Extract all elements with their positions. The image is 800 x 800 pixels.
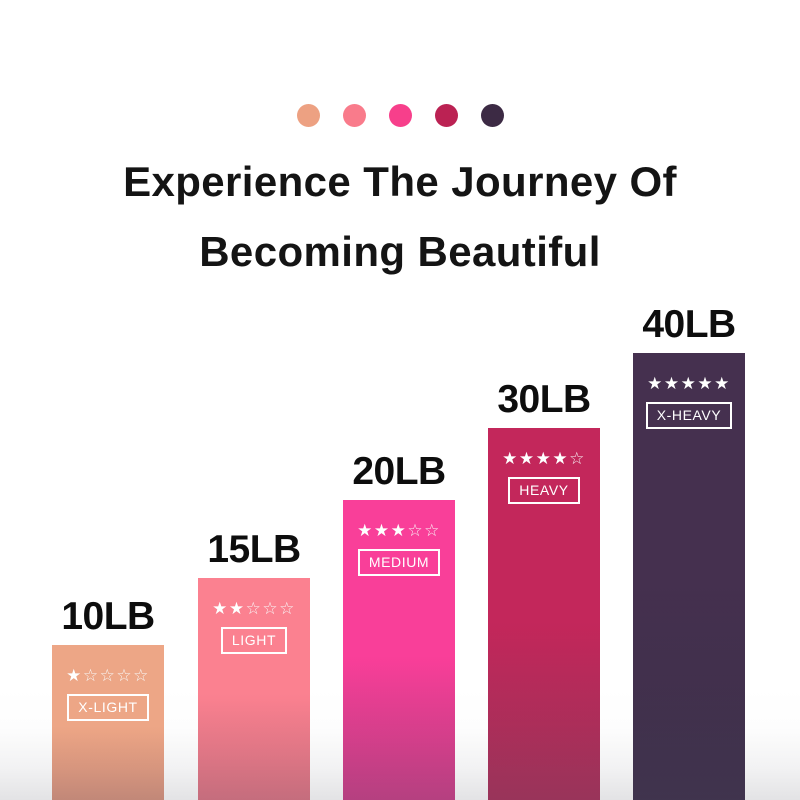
star-rating: ★★★☆☆	[343, 522, 455, 540]
bar-bottom-shading	[488, 628, 600, 800]
bar-bottom-shading	[52, 728, 164, 800]
star-rating: ★☆☆☆☆	[52, 667, 164, 685]
bar-group-15lb[interactable]: 15LB ★★☆☆☆ LIGHT	[198, 528, 310, 800]
bar-weight-label: 30LB	[497, 378, 591, 421]
star-rating: ★★★★☆	[488, 450, 600, 468]
star-empty-icon: ☆☆☆☆	[82, 666, 150, 685]
star-empty-icon: ☆	[569, 449, 586, 468]
star-rating: ★★☆☆☆	[198, 600, 310, 618]
bar-group-40lb[interactable]: 40LB ★★★★★ X-HEAVY	[633, 303, 745, 800]
bar-content: ★★★★☆ HEAVY	[488, 450, 600, 504]
bar-content: ★☆☆☆☆ X-LIGHT	[52, 667, 164, 721]
bar-bottom-shading	[633, 594, 745, 800]
bar-weight-label: 10LB	[61, 595, 155, 638]
page-title: Experience The Journey Of Becoming Beaut…	[0, 147, 800, 287]
page-title-line-2: Becoming Beautiful	[199, 228, 601, 275]
bar-content: ★★☆☆☆ LIGHT	[198, 600, 310, 654]
dot-x-light-icon	[296, 104, 320, 127]
bar-content: ★★★★★ X-HEAVY	[633, 375, 745, 429]
star-rating: ★★★★★	[633, 375, 745, 393]
star-empty-icon: ☆☆☆	[245, 599, 296, 618]
dot-light-icon	[342, 104, 366, 127]
bar-group-10lb[interactable]: 10LB ★☆☆☆☆ X-LIGHT	[52, 595, 164, 800]
tier-badge: X-HEAVY	[645, 402, 733, 429]
bar-40lb: ★★★★★ X-HEAVY	[633, 353, 745, 800]
tier-badge: HEAVY	[508, 477, 580, 504]
dot-medium-icon	[388, 104, 412, 127]
bar-group-30lb[interactable]: 30LB ★★★★☆ HEAVY	[488, 378, 600, 800]
bar-15lb: ★★☆☆☆ LIGHT	[198, 578, 310, 800]
dot-heavy-icon	[434, 104, 458, 127]
dot-x-heavy-icon	[480, 104, 504, 127]
star-empty-icon: ☆☆	[407, 521, 441, 540]
page-title-line-1: Experience The Journey Of	[123, 158, 677, 205]
bar-weight-label: 20LB	[352, 450, 446, 493]
bar-weight-label: 15LB	[207, 528, 301, 571]
star-filled-icon: ★★★★	[502, 449, 570, 468]
decorative-dot-row	[0, 104, 800, 127]
star-filled-icon: ★★	[212, 599, 246, 618]
bar-weight-label: 40LB	[642, 303, 736, 346]
tier-badge: LIGHT	[220, 627, 288, 654]
star-filled-icon: ★★★	[357, 521, 408, 540]
bar-bottom-shading	[198, 697, 310, 800]
bar-30lb: ★★★★☆ HEAVY	[488, 428, 600, 800]
bar-bottom-shading	[343, 662, 455, 800]
bar-group-20lb[interactable]: 20LB ★★★☆☆ MEDIUM	[343, 450, 455, 800]
tier-badge: X-LIGHT	[67, 694, 149, 721]
bar-20lb: ★★★☆☆ MEDIUM	[343, 500, 455, 800]
bar-10lb: ★☆☆☆☆ X-LIGHT	[52, 645, 164, 800]
star-filled-icon: ★	[66, 666, 83, 685]
bar-content: ★★★☆☆ MEDIUM	[343, 522, 455, 576]
tier-badge: MEDIUM	[357, 549, 441, 576]
star-filled-icon: ★★★★★	[647, 374, 731, 393]
